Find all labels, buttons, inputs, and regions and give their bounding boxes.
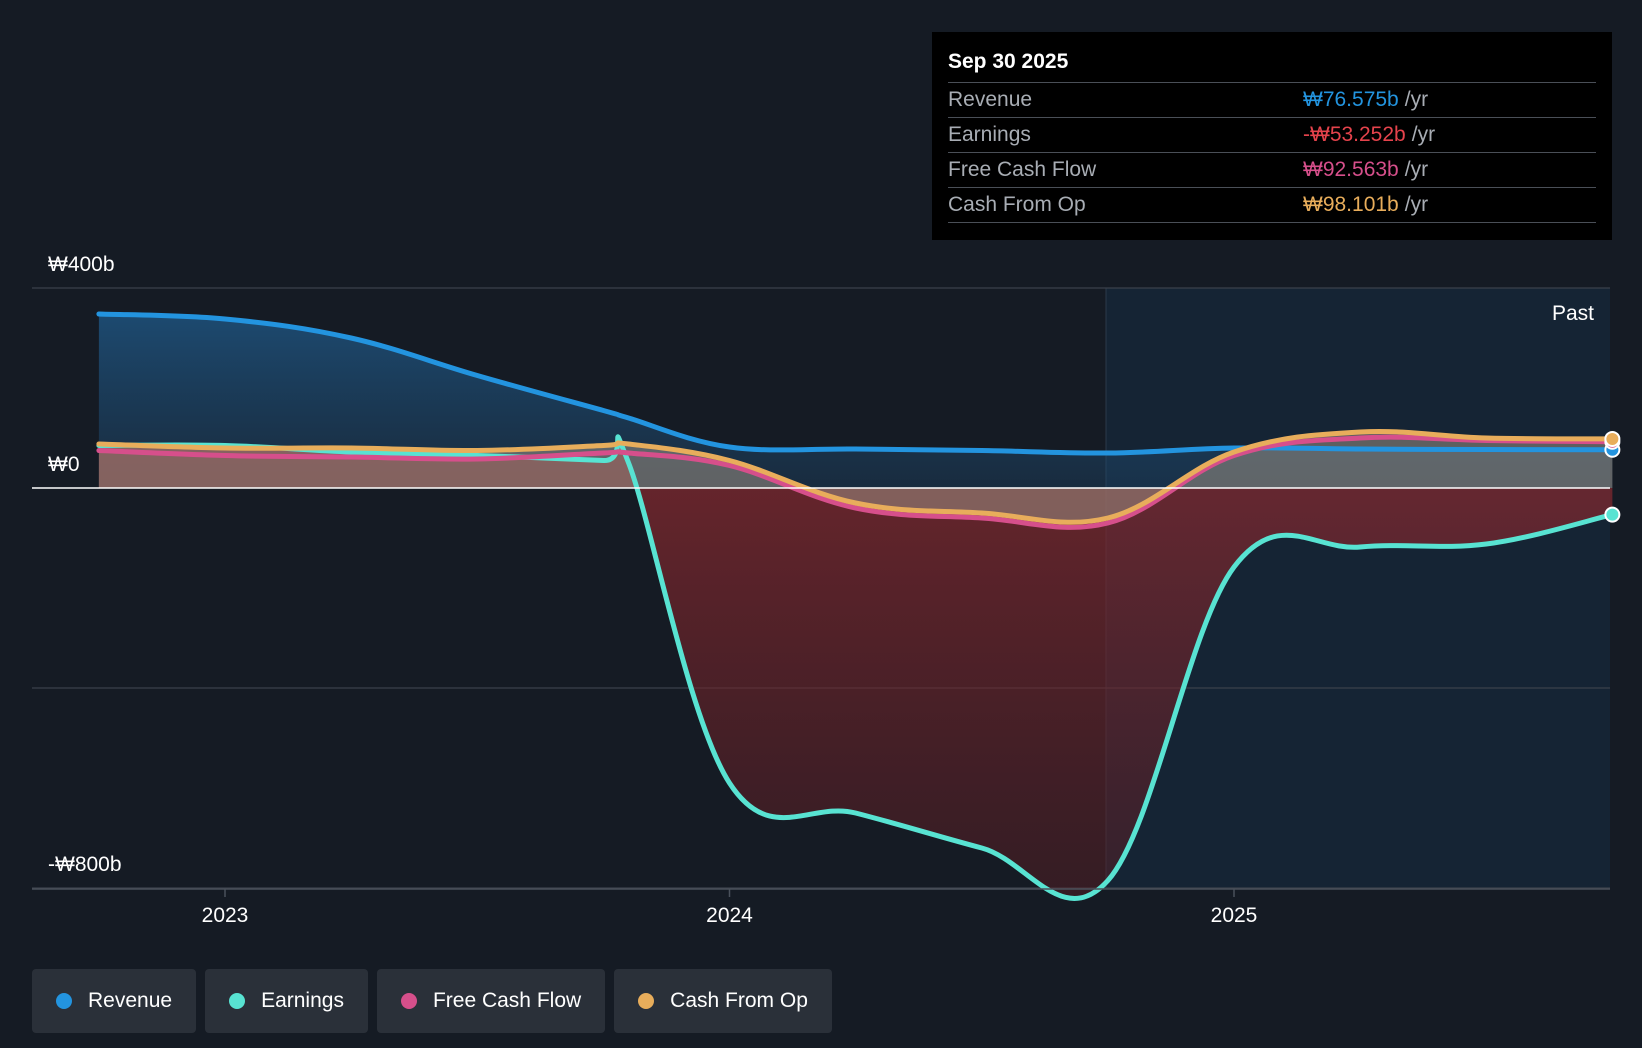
tooltip-unit: /yr: [1404, 158, 1429, 181]
legend-label: Revenue: [88, 989, 173, 1012]
x-tick-label: 2025: [1211, 904, 1258, 927]
tooltip-row-earnings: Earnings -₩53.252b /yr: [948, 117, 1596, 152]
legend-label: Earnings: [261, 989, 344, 1012]
earnings-area: [98, 436, 1613, 899]
cash-from-op-line: [96, 428, 1615, 525]
y-axis-label: ₩0: [48, 453, 80, 476]
past-label: Past: [1552, 302, 1594, 325]
tooltip-value: -₩53.252b: [1303, 123, 1406, 146]
earnings-line: [96, 434, 1615, 901]
tooltip-value: ₩98.101b: [1303, 193, 1399, 216]
y-axis-label: ₩400b: [48, 253, 115, 276]
tooltip-label: Revenue: [948, 88, 1033, 111]
tooltip-unit: /yr: [1404, 88, 1429, 111]
earnings-end-dot: [1604, 506, 1621, 523]
x-tick-label: 2023: [202, 904, 249, 927]
legend-label: Cash From Op: [670, 989, 808, 1012]
legend: Revenue Earnings Free Cash Flow Cash Fro…: [32, 969, 832, 1033]
tooltip-date: Sep 30 2025: [948, 50, 1069, 73]
legend-item-cash-from-op[interactable]: Cash From Op: [614, 969, 832, 1033]
legend-dot-icon: [229, 993, 246, 1009]
tooltip-row-free-cash-flow: Free Cash Flow ₩92.563b /yr: [948, 152, 1596, 187]
tooltip-row-revenue: Revenue ₩76.575b /yr: [948, 82, 1596, 117]
legend-item-revenue[interactable]: Revenue: [32, 969, 197, 1033]
tooltip-label: Cash From Op: [948, 193, 1086, 216]
legend-dot-icon: [638, 993, 655, 1009]
tooltip-unit: /yr: [1404, 193, 1429, 216]
legend-item-earnings[interactable]: Earnings: [205, 969, 368, 1033]
tooltip-unit: /yr: [1411, 123, 1436, 146]
revenue-area: [98, 314, 1613, 488]
legend-item-free-cash-flow[interactable]: Free Cash Flow: [376, 969, 606, 1033]
tooltip: Sep 30 2025 Revenue ₩76.575b /yr Earning…: [932, 32, 1612, 240]
tooltip-row-cash-from-op: Cash From Op ₩98.101b /yr: [948, 187, 1596, 223]
legend-label: Free Cash Flow: [432, 989, 582, 1012]
tooltip-label: Earnings: [948, 123, 1031, 146]
y-axis-label: -₩800b: [48, 853, 122, 876]
free-cash-flow-line: [96, 434, 1615, 530]
revenue-line: [96, 311, 1615, 456]
legend-dot-icon: [56, 993, 72, 1009]
tooltip-label: Free Cash Flow: [948, 158, 1097, 181]
legend-dot-icon: [400, 993, 417, 1009]
tooltip-value: ₩76.575b: [1303, 88, 1399, 111]
x-tick-label: 2024: [706, 904, 753, 927]
cash-from-op-end-dot: [1604, 430, 1621, 447]
tooltip-value: ₩92.563b: [1303, 158, 1399, 181]
